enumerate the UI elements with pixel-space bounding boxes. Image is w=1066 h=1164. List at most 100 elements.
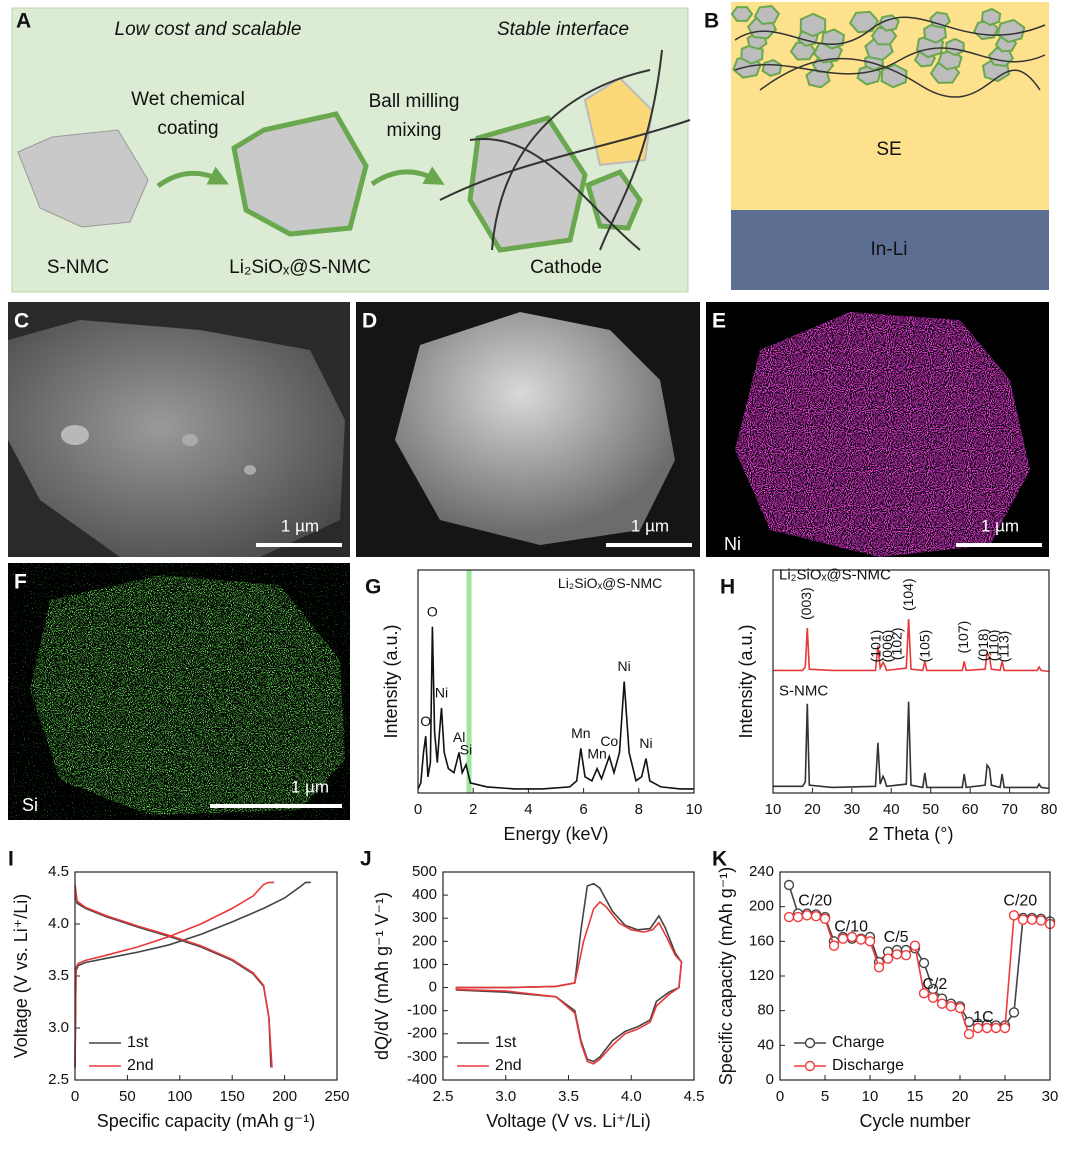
step-label: Ball milling — [369, 91, 460, 112]
x-tick-label: 80 — [1041, 801, 1058, 818]
highlight-band — [466, 570, 472, 793]
y-axis-title: Voltage (V vs. Li⁺/Li) — [11, 894, 31, 1059]
peak-label: Ni — [618, 658, 631, 674]
series-label: S-NMC — [779, 682, 828, 699]
scale-label: 1 µm — [981, 516, 1019, 535]
y-axis-title: Intensity (a.u.) — [381, 624, 401, 738]
panel-label: C — [14, 310, 29, 333]
cathode-particle — [848, 10, 880, 34]
y-tick-label: 200 — [749, 898, 774, 915]
series-line — [74, 881, 275, 1068]
surface-feature — [61, 425, 89, 445]
y-axis-title: dQ/dV (mAh g⁻¹ V⁻¹) — [372, 892, 392, 1060]
data-point — [783, 879, 795, 891]
x-tick-label: 4.0 — [621, 1088, 642, 1105]
data-point — [882, 953, 894, 964]
cathode-particle — [945, 37, 965, 57]
data-point — [891, 949, 903, 960]
x-tick-label: 2 — [469, 801, 477, 818]
step-label: coating — [157, 118, 218, 139]
x-tick-label: 10 — [862, 1088, 879, 1105]
panel-f: F Si 1 µm — [8, 563, 350, 820]
x-tick-label: 4.5 — [684, 1088, 705, 1105]
legend-label: Discharge — [832, 1057, 904, 1074]
peak-label: Co — [600, 733, 618, 749]
particle-image — [395, 312, 675, 545]
x-axis-title: Cycle number — [859, 1111, 970, 1131]
data-point — [909, 940, 921, 951]
plot-frame — [779, 871, 1051, 1081]
carbon-fiber — [734, 16, 1046, 98]
coated-particle — [467, 115, 588, 253]
x-tick-label: 50 — [119, 1088, 136, 1105]
step-label: Wet chemical — [131, 89, 245, 110]
annotation: C/2 — [922, 976, 947, 993]
y-tick-label: 500 — [412, 863, 437, 880]
cathode-particle — [878, 14, 900, 32]
x-tick-label: 10 — [765, 801, 782, 818]
peak-label: Ni — [435, 685, 448, 701]
data-point — [1017, 914, 1029, 925]
arrow — [370, 166, 445, 187]
cathode-particle — [929, 11, 951, 29]
data-point — [864, 936, 876, 947]
panel-e: E Ni 1 µm — [706, 302, 1049, 557]
peak-label: Si — [460, 741, 472, 757]
annotation: Li₂SiOₓ@S-NMC — [558, 575, 662, 591]
x-tick-label: 0 — [414, 801, 422, 818]
x-tick-label: 200 — [272, 1088, 297, 1105]
legend-label: 1st — [495, 1034, 517, 1051]
cathode-particle — [761, 59, 783, 77]
panel-a: A Low cost and scalable Stable interface… — [11, 7, 691, 293]
peak-label: (104) — [900, 578, 916, 611]
y-tick-label: 100 — [412, 955, 437, 972]
x-tick-label: 3.0 — [495, 1088, 516, 1105]
element-label: Si — [22, 795, 38, 815]
element-label: Ni — [724, 534, 741, 554]
panel-label: I — [8, 848, 14, 871]
y-tick-label: 0 — [766, 1071, 774, 1088]
series-label: Li₂SiOₓ@S-NMC — [779, 566, 891, 583]
peak-label: O — [420, 713, 431, 729]
y-tick-label: -200 — [407, 1025, 437, 1042]
data-point — [963, 1028, 975, 1040]
x-tick-label: 60 — [962, 801, 979, 818]
x-tick-label: 0 — [776, 1088, 784, 1105]
plot-frame — [417, 569, 695, 794]
panel-label: E — [712, 310, 726, 333]
scale-label: 1 µm — [291, 777, 329, 796]
x-tick-label: 30 — [1042, 1088, 1059, 1105]
data-point — [954, 1002, 966, 1014]
data-point — [783, 911, 795, 923]
x-tick-label: 0 — [71, 1088, 79, 1105]
panel-label: A — [16, 10, 31, 33]
x-tick-label: 20 — [952, 1088, 969, 1105]
y-tick-label: 80 — [757, 1002, 774, 1019]
data-point — [945, 1001, 957, 1012]
data-point — [792, 911, 804, 923]
plot-frame — [74, 871, 338, 1081]
peak-label: (006) — [879, 630, 895, 663]
y-tick-label: 300 — [412, 909, 437, 926]
data-point — [1035, 915, 1047, 926]
caption: Stable interface — [497, 19, 629, 40]
data-point — [810, 911, 822, 922]
data-point — [999, 1022, 1011, 1034]
cathode-particle — [980, 7, 1002, 27]
data-point — [900, 950, 912, 961]
data-point — [873, 962, 885, 973]
stage-label: S-NMC — [47, 257, 109, 278]
peak-label: (113) — [996, 631, 1012, 663]
series-line — [455, 900, 683, 1065]
chart: K 0 5 10 15 20 25 30 0 40 80 120 160 200 240 Cycle numb… — [712, 848, 1058, 1131]
y-tick-label: 4.5 — [48, 863, 69, 880]
peak-label: Mn — [571, 725, 590, 741]
y-tick-label: 400 — [412, 886, 437, 903]
arrow — [156, 166, 229, 189]
legend-marker — [804, 1037, 816, 1049]
stage-label: Li₂SiOₓ@S-NMC — [229, 257, 371, 278]
x-tick-label: 30 — [844, 801, 861, 818]
x-tick-label: 20 — [804, 801, 821, 818]
panel-label: K — [712, 848, 727, 871]
panel-label: H — [720, 576, 735, 599]
